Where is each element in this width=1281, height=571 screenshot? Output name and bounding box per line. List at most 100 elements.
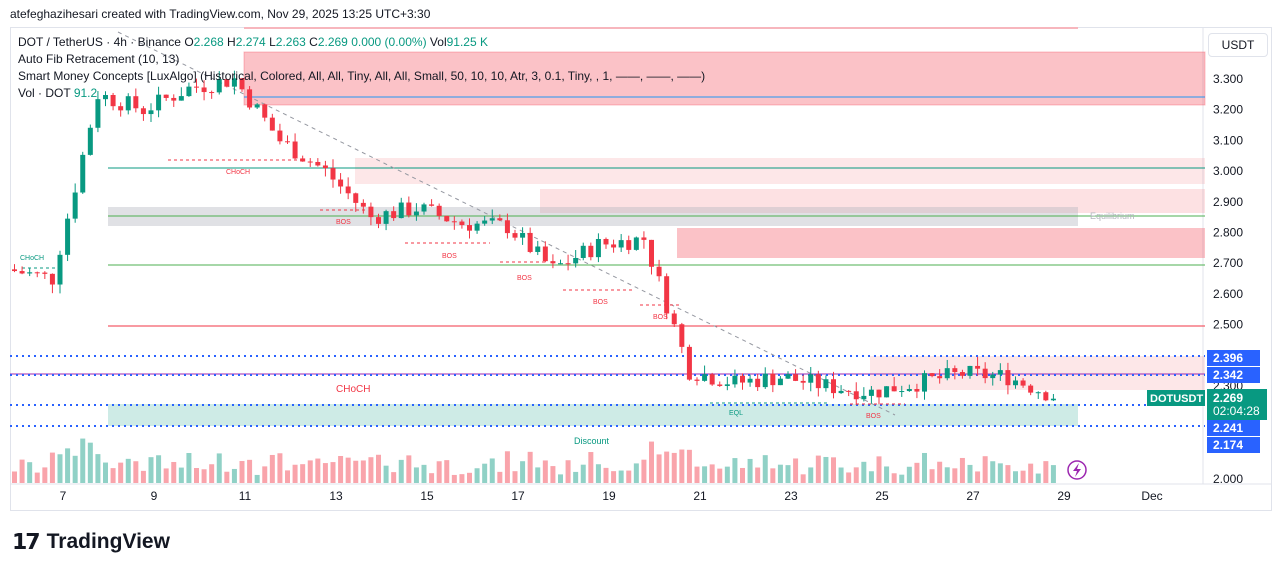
volume-bar	[868, 471, 874, 483]
time-tick-label: 13	[329, 489, 343, 503]
bos-label-4: BOS	[593, 299, 608, 306]
volume-bar	[527, 451, 533, 483]
volume-bar	[603, 467, 609, 483]
vol-value: 91.25 K	[446, 35, 488, 49]
candle-body	[747, 378, 753, 383]
volume-bar	[997, 463, 1003, 483]
volume-bar	[671, 452, 677, 483]
volume-bar	[383, 465, 389, 483]
currency-selector[interactable]: USDT	[1208, 33, 1268, 57]
tradingview-logo[interactable]: 𝟭𝟳 TradingView	[12, 529, 170, 555]
volume-bar	[975, 471, 981, 483]
volume-bar	[34, 472, 40, 483]
candle-body	[649, 239, 654, 267]
candle-body	[224, 79, 230, 87]
price-tick-label: 2.800	[1213, 226, 1243, 240]
lightning-icon[interactable]	[1067, 460, 1087, 480]
candle-body	[1050, 398, 1056, 401]
time-tick-label: 23	[784, 489, 798, 503]
vol-indicator-label: Vol · DOT	[18, 86, 71, 100]
candle-body	[163, 94, 169, 98]
candle-body	[140, 108, 146, 115]
volume-bar	[474, 468, 480, 483]
legend-symbol-row[interactable]: DOT / TetherUS · 4h · Binance O2.268 H2.…	[18, 35, 488, 49]
candle-body	[1035, 392, 1041, 394]
candle-body	[421, 204, 427, 212]
candle-body	[975, 365, 981, 369]
discount-label: Discount	[574, 436, 610, 446]
legend-indicator-smc[interactable]: Smart Money Concepts [LuxAlgo] (Historic…	[18, 69, 706, 83]
candle-body	[1020, 380, 1026, 386]
tv-logo-icon: 𝟭𝟳	[12, 529, 41, 554]
candle-body	[277, 130, 283, 142]
eql-label: EQL	[729, 410, 743, 417]
volume-bar	[57, 454, 63, 483]
volume-bar	[156, 455, 162, 483]
choch-label-3: CHoCH	[336, 384, 370, 395]
time-axis[interactable]: 7 9 11 13 15 17 19 21 23 25 27 29 Dec	[60, 489, 1163, 503]
candle-body	[178, 96, 184, 101]
legend-indicator-fib[interactable]: Auto Fib Retracement (10, 13)	[18, 52, 180, 66]
candle-body	[944, 368, 950, 379]
time-tick-label: 9	[151, 489, 158, 503]
volume-bar	[338, 456, 344, 483]
candle-body	[823, 379, 829, 389]
price-tick-label: 2.700	[1213, 256, 1243, 270]
price-badge	[1207, 367, 1260, 383]
volume-bar	[247, 459, 253, 483]
volume-bar	[178, 467, 184, 483]
candle-body	[922, 373, 927, 392]
volume-bar	[262, 466, 268, 483]
candle-body	[853, 391, 859, 400]
vol-indicator-value: 91.2	[73, 86, 98, 100]
candle-body	[383, 211, 389, 224]
volume-bar	[413, 467, 419, 483]
candle-body	[990, 374, 996, 379]
candle-body	[209, 92, 215, 94]
candle-body	[300, 158, 306, 162]
price-badge	[1207, 350, 1260, 366]
price-tick-label: 3.100	[1213, 133, 1243, 147]
volume-bar	[967, 464, 973, 483]
volume-bar	[27, 462, 33, 483]
volume-bar	[133, 461, 139, 483]
price-axis[interactable]: 3.300 3.200 3.100 3.000 2.900 2.800 2.700 2.600…	[1213, 72, 1243, 486]
candle-body	[42, 272, 48, 274]
volume-bar	[1035, 473, 1041, 483]
volume-bar	[421, 464, 427, 483]
candle-body	[959, 372, 965, 376]
candle-body	[489, 218, 495, 221]
candle-body	[770, 373, 776, 386]
volume-bar	[451, 474, 457, 483]
volume-bar	[95, 454, 101, 483]
volume-bar	[269, 454, 275, 483]
volume-bar	[899, 474, 905, 483]
volume-bar	[808, 467, 814, 483]
volume-bar	[884, 466, 890, 483]
candle-body	[762, 373, 768, 388]
volume-bar	[376, 454, 381, 483]
volume-bar	[444, 460, 450, 483]
supply-zone-2	[540, 189, 1205, 213]
candle-body	[815, 374, 821, 389]
candle-body	[65, 218, 71, 255]
candle-body	[1013, 380, 1018, 386]
candle-body	[103, 95, 108, 100]
volume-bar	[1013, 471, 1018, 483]
volume-bar	[588, 452, 594, 483]
candle-body	[148, 110, 154, 115]
candle-body	[914, 389, 920, 392]
volume-bar	[952, 468, 958, 483]
candle-body	[376, 217, 381, 224]
volume-bar	[330, 462, 336, 483]
candle-body	[793, 374, 799, 381]
candle-body	[118, 106, 124, 111]
volume-bar	[717, 468, 723, 483]
price-tick-label: 3.000	[1213, 164, 1243, 178]
candle-body	[504, 220, 510, 234]
time-tick-label: 25	[875, 489, 889, 503]
current-price-label: DOTUSDT 2.269 02:04:28	[1147, 389, 1267, 420]
legend-indicator-vol[interactable]: Vol · DOT 91.2	[18, 86, 97, 100]
candle-body	[497, 218, 503, 221]
